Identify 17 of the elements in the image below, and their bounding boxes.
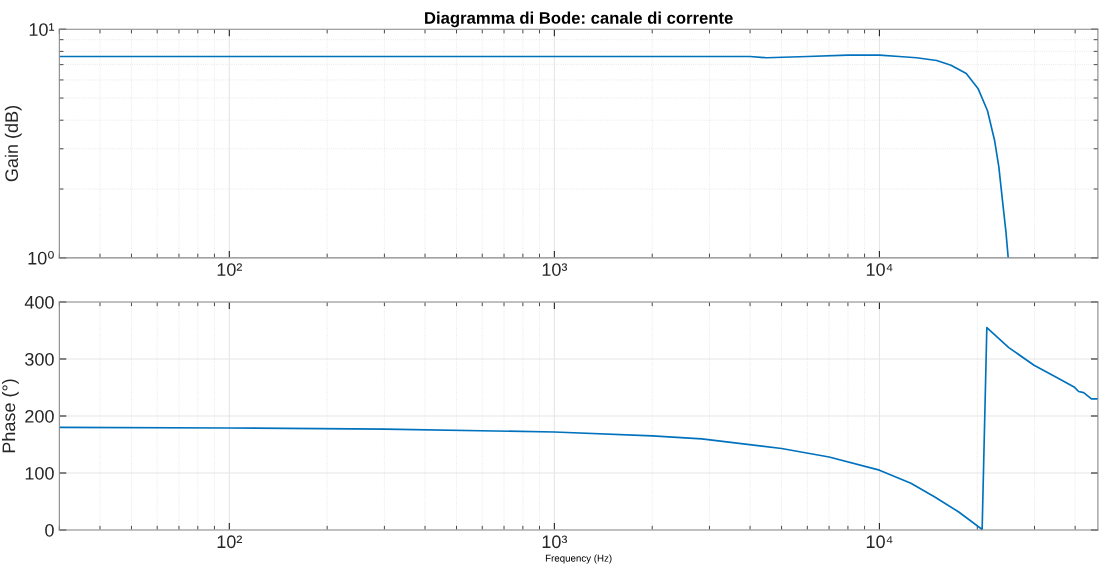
y-tick-label: 10¹: [29, 23, 55, 36]
chart-title: Diagramma di Bode: canale di corrente: [425, 11, 733, 28]
y-axis-title: Gain (dB): [4, 106, 22, 182]
y-tick-label: 300: [25, 352, 54, 366]
x-axis-title: Frequency (Hz): [545, 554, 612, 564]
x-tick-label: 10³: [542, 263, 568, 276]
y-tick-label: 10⁰: [28, 250, 54, 265]
y-axis-title: Phase (°): [1, 379, 19, 453]
y-tick-label: 400: [24, 295, 54, 309]
x-tick-label: 10⁴: [866, 535, 893, 549]
y-tick-label: 0: [45, 523, 54, 537]
x-tick-label: 10⁴: [866, 263, 893, 276]
y-tick-label: 200: [25, 409, 54, 423]
y-tick-label: 100: [25, 466, 54, 480]
x-tick-label: 10³: [542, 535, 568, 549]
x-tick-label: 10²: [217, 263, 243, 276]
x-tick-label: 10²: [217, 535, 243, 549]
